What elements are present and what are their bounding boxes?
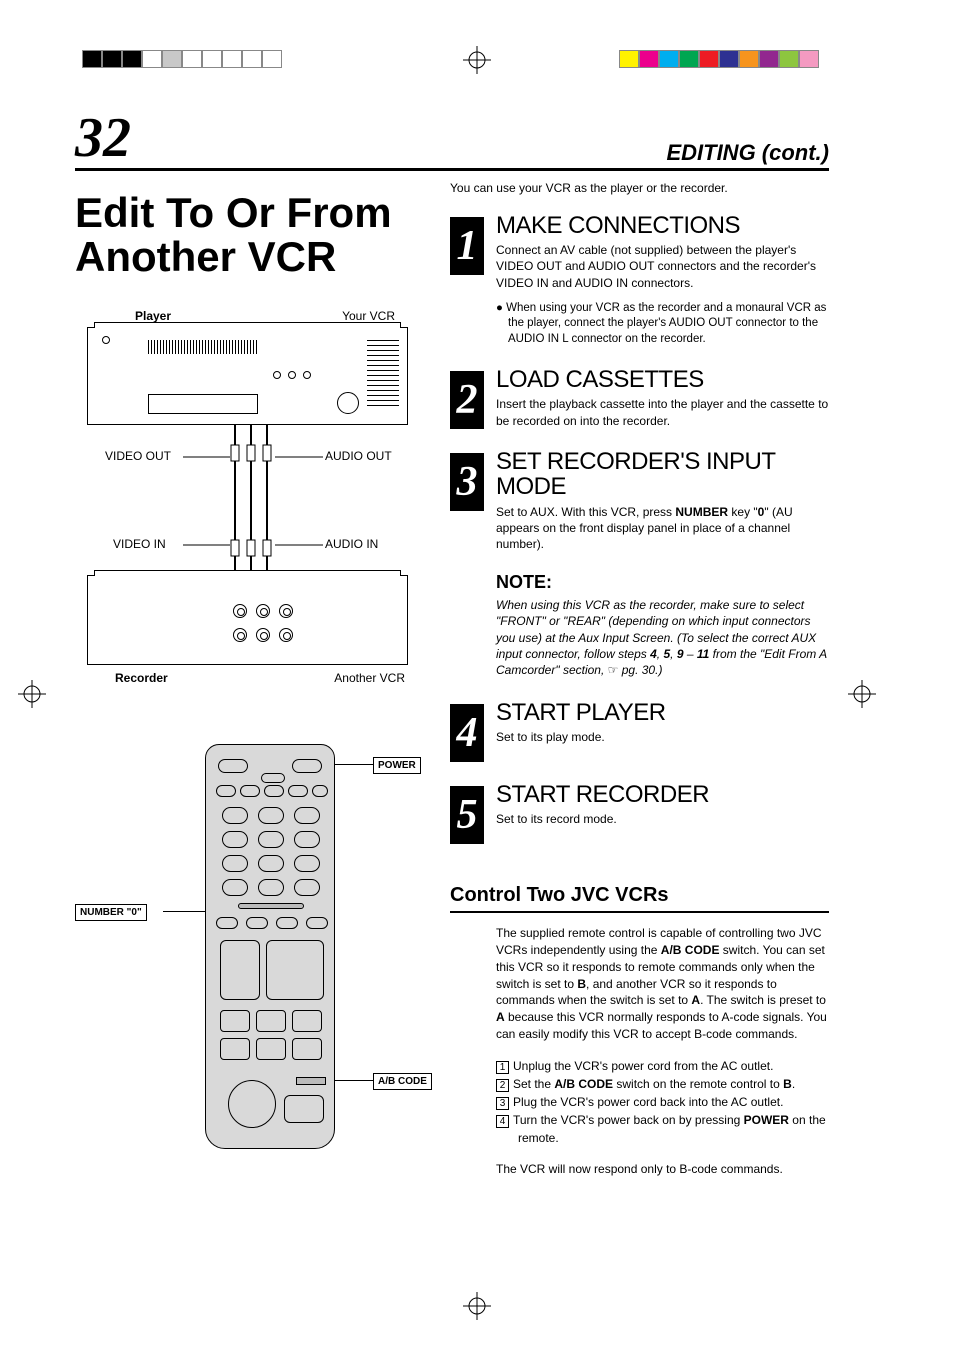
vcr-connection-diagram: Player Your VCR [75,309,420,719]
step-text: Set to its record mode. [496,811,829,827]
remote-callout-number0: NUMBER "0" [75,904,147,921]
control-section-list: 1Unplug the VCR's power cord from the AC… [496,1057,829,1147]
step-title: MAKE CONNECTIONS [496,213,829,238]
registration-mark-icon [848,680,876,708]
diagram-label-video-in: VIDEO IN [113,537,166,551]
remote-callout-power: POWER [373,757,421,774]
step-text: Set to AUX. With this VCR, press NUMBER … [496,504,829,553]
control-section-footer: The VCR will now respond only to B-code … [496,1161,829,1178]
step-3: 3SET RECORDER'S INPUT MODE Set to AUX. Wi… [450,449,829,552]
remote-control-diagram: POWER NUMBER "0" A/B CODE [75,744,430,1154]
note-text: When using this VCR as the recorder, mak… [496,597,829,678]
step-number: 2 [450,371,484,429]
control-list-item: 4Turn the VCR's power back on by pressin… [496,1111,829,1147]
diagram-label-your-vcr: Your VCR [342,309,395,323]
remote-callout-abcode: A/B CODE [373,1073,432,1090]
diagram-label-audio-out: AUDIO OUT [325,449,392,463]
intro-text: You can use your VCR as the player or th… [450,181,829,195]
step-1: 1 MAKE CONNECTIONS Connect an AV cable (no… [450,213,829,347]
vcr-player-unit [87,327,408,425]
step-5: 5 START RECORDER Set to its record mode. [450,782,829,844]
step-text: Connect an AV cable (not supplied) betwe… [496,242,829,291]
diagram-label-another-vcr: Another VCR [334,671,405,685]
control-list-item: 3Plug the VCR's power cord back into the… [496,1093,829,1111]
step-text: Set to its play mode. [496,729,829,745]
vcr-recorder-unit [87,575,408,665]
registration-mark-icon [463,46,491,74]
step-title: SET RECORDER'S INPUT MODE [496,449,829,499]
print-color-bars-right [619,50,819,68]
step-number: 5 [450,786,484,844]
step-text: Insert the playback cassette into the pl… [496,396,829,428]
note-heading: NOTE: [496,572,829,593]
registration-mark-icon [463,1292,491,1320]
registration-mark-icon [18,680,46,708]
diagram-label-audio-in: AUDIO IN [325,537,378,551]
diagram-label-player: Player [135,309,171,323]
step-title: LOAD CASSETTES [496,367,829,392]
step-number: 3 [450,453,484,511]
control-list-item: 1Unplug the VCR's power cord from the AC… [496,1057,829,1075]
page-title: Edit To Or From Another VCR [75,191,430,279]
step-bullet: When using your VCR as the recorder and … [496,301,829,348]
note-block: NOTE: When using this VCR as the recorder… [496,572,829,678]
step-2: 2 LOAD CASSETTES Insert the playback casse… [450,367,829,429]
step-4: 4 START PLAYER Set to its play mode. [450,700,829,762]
control-list-item: 2Set the A/B CODE switch on the remote c… [496,1075,829,1093]
section-header: EDITING (cont.) [666,140,829,166]
step-title: START RECORDER [496,782,829,807]
step-number: 1 [450,217,484,275]
diagram-label-video-out: VIDEO OUT [105,449,171,463]
page-number: 32 [75,110,131,166]
diagram-label-recorder: Recorder [115,671,168,685]
step-number: 4 [450,704,484,762]
step-title: START PLAYER [496,700,829,725]
control-section-para: The supplied remote control is capable o… [496,925,829,1043]
control-section-title: Control Two JVC VCRs [450,884,829,913]
print-color-bars-left [82,50,282,68]
